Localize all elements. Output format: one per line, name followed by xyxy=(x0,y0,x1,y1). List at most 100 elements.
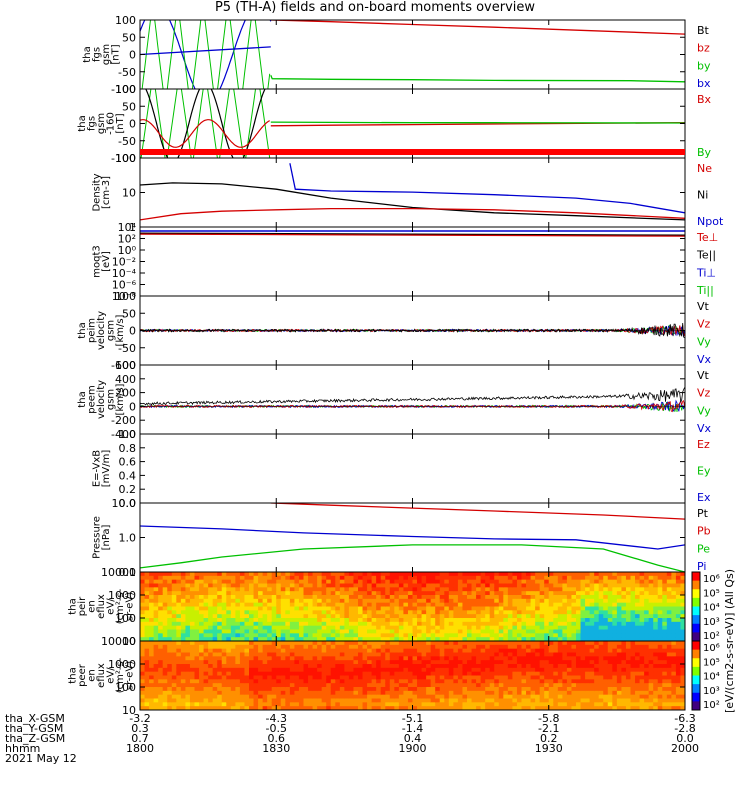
heatmap-cell xyxy=(666,652,672,657)
heatmap-cell xyxy=(271,644,277,650)
heatmap-cell xyxy=(267,660,273,665)
heatmap-cell xyxy=(426,625,432,631)
heatmap-cell xyxy=(171,702,177,707)
heatmap-cell xyxy=(217,572,223,577)
heatmap-cell xyxy=(494,625,500,631)
heatmap-cell xyxy=(258,652,264,657)
heatmap-cell xyxy=(189,587,196,592)
heatmap-cell xyxy=(494,644,500,650)
colorbar-band xyxy=(692,589,700,599)
panel-4: 10⁴10²10⁰10⁻²10⁻⁴10⁻⁶10⁻⁸moqt3[eV]Te⊥Te|… xyxy=(91,221,718,303)
heatmap-cell xyxy=(303,683,309,688)
heatmap-cell xyxy=(217,641,223,646)
heatmap-cell xyxy=(430,648,436,654)
heatmap-cell xyxy=(185,602,191,608)
heatmap-cell xyxy=(171,595,177,600)
heatmap-cell xyxy=(616,698,623,703)
heatmap-cell xyxy=(471,618,477,623)
heatmap-cell xyxy=(276,629,282,634)
heatmap-cell xyxy=(666,683,672,688)
heatmap-cell xyxy=(448,652,454,657)
heatmap-cell xyxy=(594,664,600,669)
heatmap-cell xyxy=(376,671,382,677)
heatmap-cell xyxy=(140,687,146,692)
heatmap-cell xyxy=(253,706,259,710)
heatmap-cell xyxy=(253,602,259,608)
heatmap-cell xyxy=(303,656,309,661)
heatmap-cell xyxy=(239,633,246,638)
heatmap-cell xyxy=(367,614,373,619)
colorbar-band xyxy=(692,615,700,625)
heatmap-cell xyxy=(203,583,209,588)
y-tick-label: 10 xyxy=(122,187,136,200)
heatmap-cell xyxy=(230,648,236,654)
heatmap-cell xyxy=(330,583,336,588)
heatmap-cell xyxy=(666,664,672,669)
heatmap-cell xyxy=(258,687,264,692)
heatmap-cell xyxy=(321,687,327,692)
heatmap-cell xyxy=(662,690,668,696)
heatmap-cell xyxy=(330,598,336,604)
heatmap-cell xyxy=(194,656,200,661)
heatmap-cell xyxy=(144,598,150,604)
heatmap-cell xyxy=(489,702,495,707)
heatmap-cell xyxy=(253,610,259,615)
heatmap-cell xyxy=(344,579,350,585)
heatmap-cell xyxy=(144,641,150,646)
heatmap-cell xyxy=(267,637,273,641)
heatmap-cell xyxy=(394,591,400,596)
heatmap-cell xyxy=(462,583,468,588)
heatmap-cell xyxy=(507,587,514,592)
heatmap-cell xyxy=(271,690,277,696)
heatmap-cell xyxy=(439,625,445,631)
heatmap-cell xyxy=(630,656,636,661)
heatmap-cell xyxy=(512,637,518,641)
heatmap-cell xyxy=(280,698,286,703)
heatmap-cell xyxy=(489,598,495,604)
y-tick-label: 1.0 xyxy=(119,532,137,545)
heatmap-cell xyxy=(557,648,563,654)
heatmap-cell xyxy=(335,667,341,673)
heatmap-cell xyxy=(276,656,282,661)
heatmap-cell xyxy=(407,675,414,680)
heatmap-cell xyxy=(144,694,150,700)
heatmap-cell xyxy=(158,648,164,654)
heatmap-cell xyxy=(594,687,600,692)
heatmap-cell xyxy=(407,683,414,688)
heatmap-cell xyxy=(544,702,550,707)
heatmap-cell xyxy=(303,694,309,700)
heatmap-cell xyxy=(430,656,436,661)
heatmap-cell xyxy=(607,625,613,631)
heatmap-cell xyxy=(576,602,582,608)
heatmap-cell xyxy=(362,644,368,650)
heatmap-cell xyxy=(280,606,286,611)
heatmap-cell xyxy=(298,675,305,680)
heatmap-cell xyxy=(521,602,527,608)
heatmap-cell xyxy=(457,660,464,665)
heatmap-cell xyxy=(367,690,373,696)
heatmap-cell xyxy=(516,614,523,619)
heatmap-cell xyxy=(271,648,277,654)
heatmap-cell xyxy=(371,667,377,673)
heatmap-cell xyxy=(548,591,554,596)
heatmap-cell xyxy=(507,706,514,710)
heatmap-cell xyxy=(353,652,359,657)
heatmap-cell xyxy=(594,587,600,592)
heatmap-cell xyxy=(553,683,559,688)
heatmap-cell xyxy=(407,633,414,638)
heatmap-cell xyxy=(312,671,318,677)
heatmap-cell xyxy=(421,595,427,600)
heatmap-cell xyxy=(317,687,323,692)
heatmap-cell xyxy=(289,572,296,577)
heatmap-cell xyxy=(625,652,632,657)
heatmap-cell xyxy=(217,583,223,588)
y-axis-label-line: -160 xyxy=(106,112,117,135)
heatmap-cell xyxy=(553,644,559,650)
heatmap-cell xyxy=(162,633,168,638)
series-green-curve xyxy=(140,89,271,158)
heatmap-cell xyxy=(576,671,582,677)
heatmap-cell xyxy=(476,633,482,638)
heatmap-cell xyxy=(457,641,464,646)
heatmap-cell xyxy=(503,690,509,696)
heatmap-cell xyxy=(380,702,386,707)
